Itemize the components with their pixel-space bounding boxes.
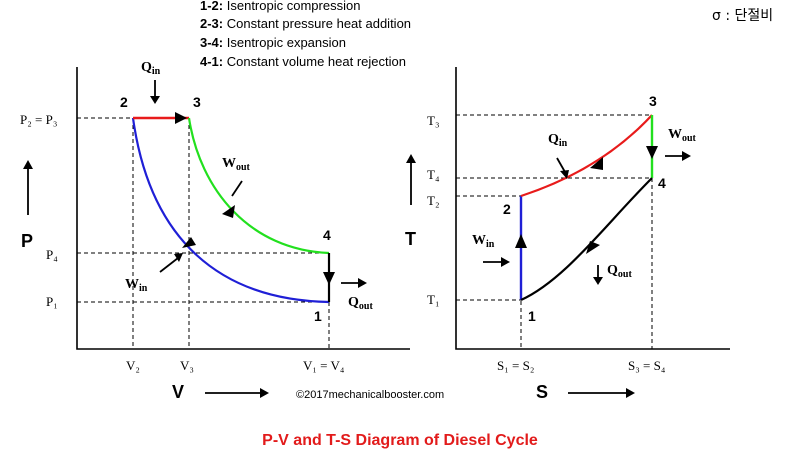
ts-ytick-t1: T₁ xyxy=(427,292,439,307)
pv-point-2: 2 xyxy=(120,94,128,110)
pv-x-axis-label: V xyxy=(172,382,184,402)
pv-win-label: Win xyxy=(125,277,148,294)
ts-axes-frame xyxy=(455,67,730,350)
ts-ytick-t3: T₃ xyxy=(427,113,439,128)
process-legend: 1-2: Isentropic compression 2-3: Constan… xyxy=(200,0,411,69)
ts-arrow-expansion xyxy=(646,146,658,159)
ts-curve-heat-rejection xyxy=(520,177,653,302)
ts-ytick-t4: T₄ xyxy=(427,167,440,182)
pv-qin-arrowhead xyxy=(150,96,160,104)
pv-win-arrow xyxy=(159,257,179,273)
pv-arrow-expansion xyxy=(222,205,235,218)
pv-xtick-v1: V₁ = V₄ xyxy=(303,358,345,373)
ts-point-4: 4 xyxy=(658,175,666,191)
ts-wout-arrowhead xyxy=(682,151,691,161)
ts-xtick-s1: S₁ = S₂ xyxy=(497,358,534,373)
pv-x-axis-arrowhead xyxy=(260,388,269,398)
annotation-note: σ : 단절비 xyxy=(712,8,773,24)
legend-item-1-2: 1-2: Isentropic compression xyxy=(200,0,360,13)
ts-qin-label: Qin xyxy=(548,132,568,149)
ts-qout-label: Qout xyxy=(607,263,632,280)
credit-text: ©2017mechanicalbooster.com xyxy=(296,389,444,401)
legend-item-3-4: 3-4: Isentropic expansion xyxy=(200,35,346,50)
pv-xtick-v3: V₃ xyxy=(180,358,194,373)
ts-point-3: 3 xyxy=(649,93,657,109)
pv-diagram: Qin Wout Win Qout 1 2 3 4 P₂ = P₃ P₄ P₁ … xyxy=(20,60,410,402)
pv-point-4: 4 xyxy=(323,227,331,243)
pv-arrow-compression xyxy=(182,237,196,248)
pv-curve-expansion xyxy=(187,117,330,255)
pv-wout-arrow xyxy=(231,180,243,197)
pv-win-arrowhead xyxy=(174,253,183,262)
pv-point-3: 3 xyxy=(193,94,201,110)
legend-item-4-1: 4-1: Constant volume heat rejection xyxy=(200,54,406,69)
ts-qin-arrow xyxy=(556,157,566,173)
pv-ytick-p2: P₂ = P₃ xyxy=(20,112,57,127)
ts-qout-arrowhead xyxy=(593,277,603,285)
ts-x-axis-label: S xyxy=(536,382,548,402)
ts-win-arrowhead xyxy=(501,257,510,267)
pv-axes-frame xyxy=(76,67,410,350)
pv-wout-label: Wout xyxy=(222,156,251,173)
ts-qin-arrowhead xyxy=(560,170,569,179)
legend-item-2-3: 2-3: Constant pressure heat addition xyxy=(200,16,411,31)
ts-y-axis-arrowhead xyxy=(406,154,416,163)
ts-arrow-compression xyxy=(515,234,527,248)
pv-qin-label: Qin xyxy=(141,60,161,77)
diagram-title: P-V and T-S Diagram of Diesel Cycle xyxy=(262,432,538,449)
ts-xtick-s3: S₃ = S₄ xyxy=(628,358,666,373)
pv-curve-compression xyxy=(131,117,330,304)
ts-arrow-heat-rejection xyxy=(586,241,600,254)
ts-point-1: 1 xyxy=(528,308,536,324)
pv-arrow-heat-rejection xyxy=(323,272,335,285)
ts-x-axis-arrowhead xyxy=(626,388,635,398)
pv-xtick-v2: V₂ xyxy=(126,358,140,373)
ts-curve-heat-addition xyxy=(520,114,653,198)
pv-ytick-p4: P₄ xyxy=(46,247,58,262)
pv-y-axis-arrowhead xyxy=(23,160,33,169)
ts-point-2: 2 xyxy=(503,201,511,217)
ts-y-axis-label: T xyxy=(405,229,416,249)
ts-wout-label: Wout xyxy=(668,127,697,144)
pv-ytick-p1: P₁ xyxy=(46,294,58,309)
pv-qout-arrowhead xyxy=(358,278,367,288)
pv-arrow-heat-addition xyxy=(175,112,187,124)
pv-point-1: 1 xyxy=(314,308,322,324)
ts-ytick-t2: T₂ xyxy=(427,193,439,208)
ts-win-label: Win xyxy=(472,233,495,250)
ts-diagram: Qin Wout Win Qout 1 2 3 4 T₃ T₄ T₂ T₁ S₁… xyxy=(405,67,730,402)
pv-y-axis-label: P xyxy=(21,231,33,251)
pv-qout-label: Qout xyxy=(348,295,373,312)
ts-arrow-heat-addition xyxy=(590,157,603,170)
